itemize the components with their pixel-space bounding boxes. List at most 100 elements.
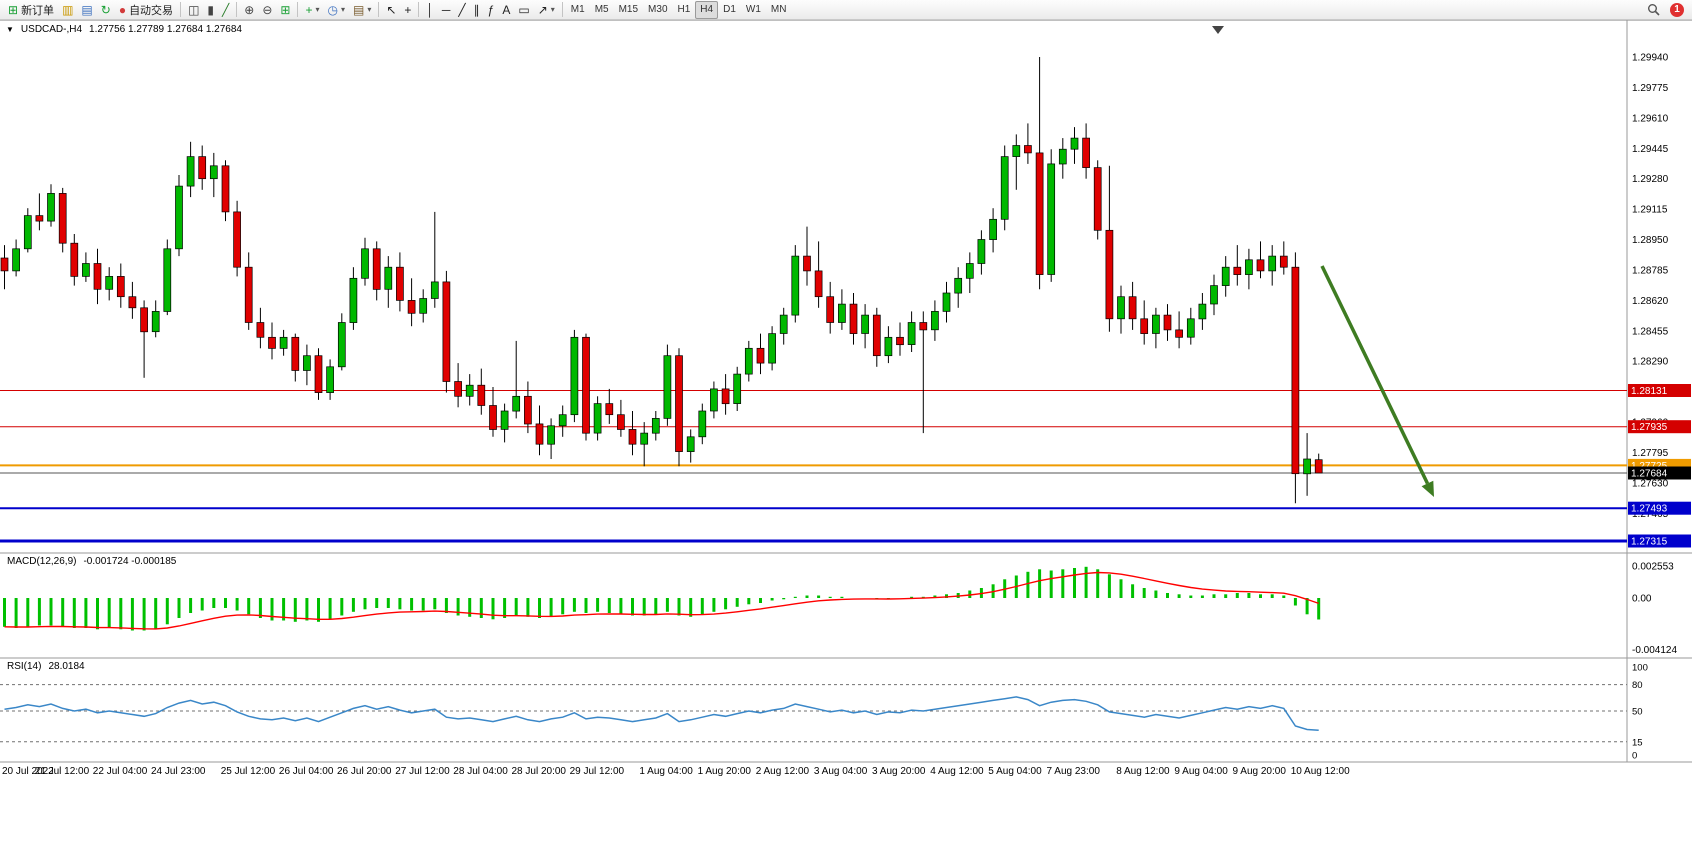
timeframe-button-d1[interactable]: D1	[723, 4, 736, 15]
new-order-button-label: 新订单	[21, 4, 55, 17]
svg-text:3 Aug 04:00: 3 Aug 04:00	[814, 766, 868, 777]
svg-text:27 Jul 12:00: 27 Jul 12:00	[395, 766, 450, 777]
timeframe-button-m30[interactable]: M30	[648, 4, 668, 15]
timeframe-button-m5[interactable]: M5	[594, 4, 609, 15]
arrows-button[interactable]: ↗ ▾	[534, 1, 559, 19]
svg-text:2 Aug 12:00: 2 Aug 12:00	[756, 766, 810, 777]
svg-text:100: 100	[1632, 663, 1648, 674]
line-chart-button[interactable]: ╱	[218, 1, 233, 19]
macd-indicator-label: MACD(12,26,9) -0.001724 -0.000185	[7, 556, 176, 567]
autotrading-button[interactable]: ● 自动交易	[115, 1, 177, 19]
timeframe-button-m1[interactable]: M1	[570, 4, 585, 15]
bar-chart-icon: ◫	[188, 2, 200, 17]
chart-shift-marker	[1212, 26, 1224, 34]
rsi-name: RSI(14)	[7, 661, 42, 672]
svg-text:1.28620: 1.28620	[1632, 296, 1669, 307]
toolbar-separator	[561, 2, 563, 17]
svg-text:0.002553: 0.002553	[1632, 562, 1674, 573]
svg-text:50: 50	[1632, 707, 1643, 718]
timeframe-button-m15[interactable]: M15	[618, 4, 639, 15]
svg-text:29 Jul 12:00: 29 Jul 12:00	[570, 766, 625, 777]
candlestick-chart-button[interactable]: ▮	[203, 1, 218, 19]
dropdown-arrow-icon[interactable]: ▾	[340, 5, 345, 14]
trendline-button[interactable]: ╱	[454, 1, 469, 19]
hline-icon: ─	[441, 2, 451, 17]
new-chart-button[interactable]: ▥	[58, 1, 77, 19]
dropdown-arrow-icon[interactable]: ▾	[315, 5, 320, 14]
candlestick-icon: ▮	[207, 2, 215, 17]
zoom-out-button[interactable]: ⊖	[258, 1, 276, 19]
svg-text:5 Aug 04:00: 5 Aug 04:00	[988, 766, 1042, 777]
bar-chart-button[interactable]: ◫	[184, 1, 203, 19]
notification-badge[interactable]: 1	[1670, 2, 1684, 17]
new-order-button[interactable]: ⊞ 新订单	[4, 1, 58, 19]
zoom-in-button[interactable]: ⊕	[240, 1, 258, 19]
tile-icon: ⊞	[280, 2, 291, 17]
timeframe-button-h4[interactable]: H4	[695, 0, 719, 19]
dropdown-arrow-icon[interactable]: ▾	[367, 5, 372, 14]
svg-text:0.00: 0.00	[1632, 594, 1652, 605]
profiles-button[interactable]: ▤	[77, 1, 96, 19]
dropdown-arrow-icon[interactable]: ▾	[550, 5, 555, 14]
svg-text:1.27493: 1.27493	[1631, 504, 1668, 515]
svg-text:20 Jul 2022: 20 Jul 2022	[2, 766, 54, 777]
svg-text:1.28290: 1.28290	[1632, 357, 1669, 368]
svg-text:1.28455: 1.28455	[1632, 326, 1669, 337]
svg-text:80: 80	[1632, 680, 1643, 691]
text-icon: A	[502, 2, 511, 17]
arrows-icon: ↗	[537, 2, 548, 17]
profiles-icon: ▤	[81, 2, 93, 17]
chart-canvas[interactable]: 1.29940 1.29775 1.29610 1.29445 1.29280 1.291…	[0, 20, 1692, 843]
templates-button[interactable]: ▤ ▾	[349, 1, 375, 19]
line-chart-icon: ╱	[222, 2, 230, 17]
vertical-line-button[interactable]: │	[422, 1, 438, 19]
svg-text:25 Jul 12:00: 25 Jul 12:00	[221, 766, 276, 777]
refresh-icon: ↻	[100, 2, 111, 17]
rsi-indicator-label: RSI(14) 28.0184	[7, 661, 85, 672]
horizontal-line-button[interactable]: ─	[438, 1, 455, 19]
text-label-button[interactable]: ▭	[514, 1, 533, 19]
zoom-in-icon: ⊕	[244, 2, 255, 17]
toolbar-separator	[180, 2, 182, 17]
symbol-dropdown-icon[interactable]: ▼	[6, 25, 14, 34]
trend-arrow-annotation	[1320, 265, 1434, 497]
timeframe-button-mn[interactable]: MN	[770, 4, 787, 15]
timeframe-button-h1[interactable]: H1	[677, 4, 691, 15]
tile-windows-button[interactable]: ⊞	[276, 1, 294, 19]
svg-text:-0.004124: -0.004124	[1632, 645, 1677, 656]
new-chart-icon: ▥	[62, 2, 74, 17]
fibonacci-button[interactable]: ƒ	[484, 1, 499, 19]
svg-text:4 Aug 12:00: 4 Aug 12:00	[930, 766, 984, 777]
svg-text:24 Jul 23:00: 24 Jul 23:00	[151, 766, 206, 777]
svg-text:9 Aug 04:00: 9 Aug 04:00	[1174, 766, 1228, 777]
fibonacci-icon: ƒ	[487, 2, 495, 17]
text-button[interactable]: A	[498, 1, 514, 19]
macd-name: MACD(12,26,9)	[7, 556, 77, 567]
trendline-icon: ╱	[458, 2, 466, 17]
svg-text:1.27725: 1.27725	[1631, 461, 1668, 472]
svg-text:15: 15	[1632, 737, 1643, 748]
macd-pane: 0.002553 0.00 -0.004124	[3, 562, 1677, 656]
crosshair-button[interactable]: +	[400, 1, 415, 19]
cursor-button[interactable]: ↖	[382, 1, 400, 19]
svg-text:1.29940: 1.29940	[1632, 53, 1669, 64]
svg-text:3 Aug 20:00: 3 Aug 20:00	[872, 766, 926, 777]
equidistant-channel-button[interactable]: ∥	[470, 1, 484, 19]
vline-icon: │	[426, 2, 434, 17]
refresh-button[interactable]: ↻	[97, 1, 115, 19]
svg-text:1.28950: 1.28950	[1632, 235, 1669, 246]
svg-text:21 Jul 12:00: 21 Jul 12:00	[35, 766, 90, 777]
svg-text:9 Aug 20:00: 9 Aug 20:00	[1233, 766, 1287, 777]
toolbar-separator	[236, 2, 238, 17]
svg-text:10 Aug 12:00: 10 Aug 12:00	[1291, 766, 1350, 777]
timeframe-button-w1[interactable]: W1	[745, 4, 761, 15]
svg-text:0: 0	[1632, 751, 1637, 762]
indicators-button[interactable]: + ▾	[301, 1, 323, 19]
price-axis: 1.29940 1.29775 1.29610 1.29445 1.29280 1.291…	[1628, 53, 1691, 550]
search-button[interactable]	[1643, 1, 1664, 19]
crosshair-icon: +	[404, 2, 412, 17]
periods-button[interactable]: ◷ ▾	[323, 1, 349, 19]
zoom-out-icon: ⊖	[262, 2, 273, 17]
cursor-icon: ↖	[386, 2, 397, 17]
